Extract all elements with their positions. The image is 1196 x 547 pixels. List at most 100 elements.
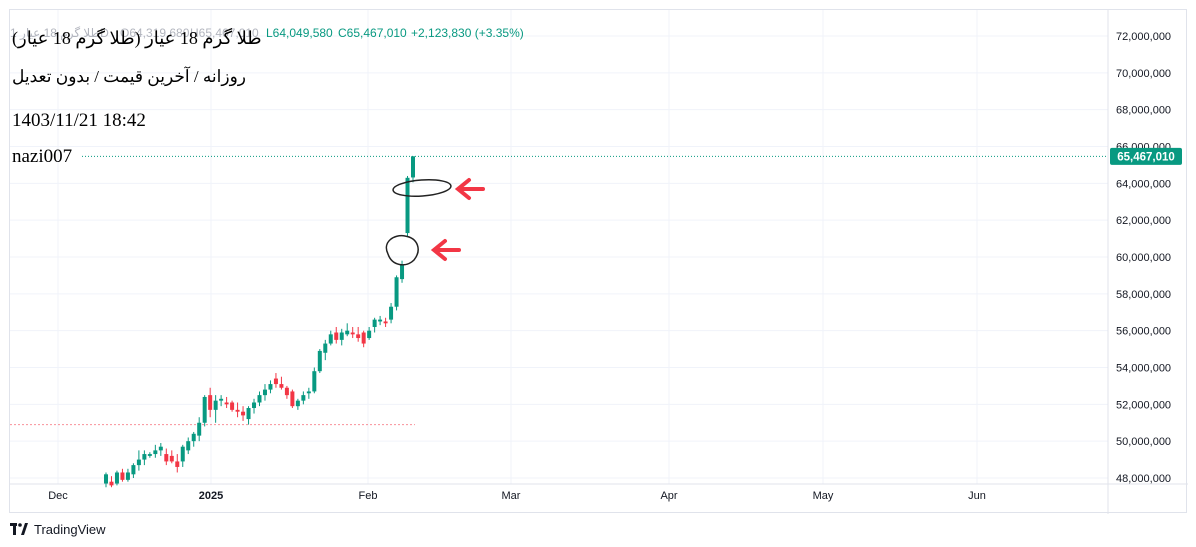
candle-body <box>191 433 196 442</box>
annotation-subtitle: روزانه / آخرین قیمت / بدون تعدیل <box>12 67 247 86</box>
candle <box>241 406 246 421</box>
candle-body <box>323 343 328 353</box>
candle-body <box>164 454 169 462</box>
candle <box>405 175 410 237</box>
candle-body <box>114 472 119 484</box>
candle <box>317 349 322 374</box>
candle <box>197 417 202 442</box>
drawing-ellipse-top <box>392 179 452 197</box>
candle-body <box>312 371 317 392</box>
candle <box>180 444 185 467</box>
annotation-datetime: 1403/11/21 18:42 <box>12 110 146 131</box>
candle-body <box>383 321 388 324</box>
candle-body <box>213 400 218 410</box>
candle <box>372 317 377 333</box>
change-value: +2,123,830 (+3.35%) <box>411 26 524 40</box>
y-tick-label: 60,000,000 <box>1116 252 1171 264</box>
candle <box>147 452 152 458</box>
x-tick-label: Apr <box>660 490 677 502</box>
candle-body <box>120 472 125 480</box>
candle <box>339 328 344 346</box>
y-tick-label: 64,000,000 <box>1116 178 1171 190</box>
candle-body <box>400 264 405 280</box>
chart-canvas[interactable]: 48,000,000 50,000,000 52,000,000 54,000,000… <box>10 10 1188 514</box>
candle <box>279 376 284 390</box>
close-value: C65,467,010 <box>338 26 407 40</box>
candle <box>246 406 251 425</box>
candle <box>213 395 218 423</box>
candle-body <box>345 330 350 335</box>
candle <box>158 443 163 456</box>
x-tick-label: Jun <box>968 490 986 502</box>
tradingview-logo-icon <box>10 523 28 535</box>
candle-body <box>328 334 333 344</box>
tradingview-watermark[interactable]: TradingView <box>10 520 106 538</box>
candle <box>394 275 399 311</box>
candle <box>323 339 328 361</box>
candle-body <box>334 332 339 340</box>
candle-body <box>268 384 273 390</box>
drawing-circle-lower <box>385 234 419 266</box>
candle <box>378 315 383 326</box>
candle-body <box>186 441 191 451</box>
candle <box>268 380 273 394</box>
y-tick-label: 56,000,000 <box>1116 326 1171 338</box>
candle <box>104 472 108 488</box>
candle-body <box>306 391 311 394</box>
tradingview-brand: TradingView <box>34 521 106 537</box>
candle-body <box>208 395 213 410</box>
candle-body <box>295 400 300 407</box>
candle-body <box>246 408 251 420</box>
candle <box>219 395 224 407</box>
candle <box>153 444 158 458</box>
candle <box>224 396 229 409</box>
candle-body <box>142 454 147 460</box>
candle-body <box>235 409 240 412</box>
x-tick-label: Dec <box>48 490 68 502</box>
y-tick-label: 48,000,000 <box>1116 473 1171 485</box>
candle <box>345 323 350 337</box>
candle-body <box>405 177 410 234</box>
candle <box>262 384 267 401</box>
candle <box>131 463 136 478</box>
candle-body <box>378 319 383 322</box>
candle-body <box>230 402 235 410</box>
candle-body <box>372 319 377 327</box>
candle-body <box>290 391 295 407</box>
last-price-text: 65,467,010 <box>1117 151 1175 163</box>
chart-frame[interactable]: 48,000,000 50,000,000 52,000,000 54,000,000… <box>9 9 1188 514</box>
candle <box>142 450 147 466</box>
ohlc-legend: طلا گرم 18 عیار 1D O64,319,680 H65,467,0… <box>10 26 1188 44</box>
candle-body <box>356 334 361 339</box>
candle <box>328 330 333 346</box>
x-tick-label: May <box>813 490 834 502</box>
candle <box>306 387 311 399</box>
candle-body <box>169 455 174 462</box>
candle-body <box>175 461 180 467</box>
candle-body <box>350 332 355 335</box>
candle <box>389 303 394 324</box>
candle-body <box>136 459 141 466</box>
candle <box>312 367 317 394</box>
y-tick-label: 58,000,000 <box>1116 289 1171 301</box>
y-tick-label: 50,000,000 <box>1116 436 1171 448</box>
annotation-author: nazi007 <box>12 146 73 167</box>
candle <box>235 402 240 418</box>
candle-body <box>147 454 152 456</box>
candle <box>301 391 306 405</box>
candle-body <box>262 389 267 396</box>
candle <box>284 385 289 399</box>
candle <box>120 468 125 482</box>
candle-body <box>224 402 229 405</box>
candle-body <box>389 306 394 320</box>
candle <box>169 450 174 464</box>
candle-body <box>367 330 372 339</box>
low-value: L64,049,580 <box>266 26 333 40</box>
candle-body <box>279 384 284 388</box>
candle-body <box>301 395 306 401</box>
candle <box>411 156 415 183</box>
symbol-label[interactable]: طلا گرم 18 عیار 1D <box>10 26 109 40</box>
candle <box>186 437 191 455</box>
candle-body <box>273 378 278 385</box>
candle-body <box>339 332 344 340</box>
